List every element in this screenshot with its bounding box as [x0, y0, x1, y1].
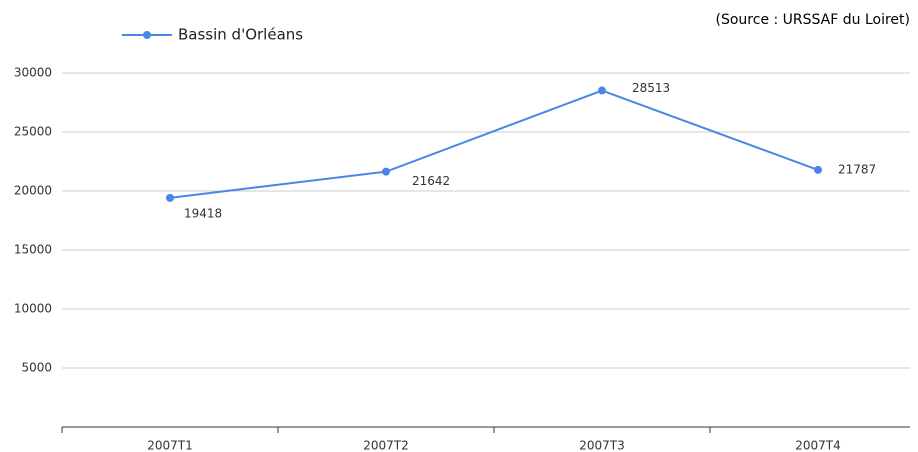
y-tick-label: 20000	[14, 184, 52, 198]
x-tick-label: 2007T3	[579, 439, 625, 452]
data-label: 21642	[412, 174, 450, 188]
x-tick-label: 2007T4	[795, 439, 841, 452]
y-tick-label: 10000	[14, 302, 52, 316]
y-tick-label: 30000	[14, 66, 52, 80]
x-tick-label: 2007T1	[147, 439, 193, 452]
y-tick-label: 15000	[14, 243, 52, 257]
data-point	[382, 167, 390, 176]
data-point	[166, 193, 174, 202]
y-tick-label: 25000	[14, 125, 52, 139]
y-tick-label: 5000	[21, 361, 52, 375]
legend-marker	[143, 31, 151, 39]
legend-label: Bassin d'Orléans	[178, 26, 303, 44]
x-tick-label: 2007T2	[363, 439, 409, 452]
data-point	[814, 165, 822, 174]
series-line	[169, 89, 819, 199]
data-label: 28513	[632, 81, 670, 95]
data-label: 21787	[838, 162, 876, 176]
data-point	[598, 86, 606, 95]
data-label: 19418	[184, 206, 222, 220]
source-note: (Source : URSSAF du Loiret)	[716, 12, 910, 28]
